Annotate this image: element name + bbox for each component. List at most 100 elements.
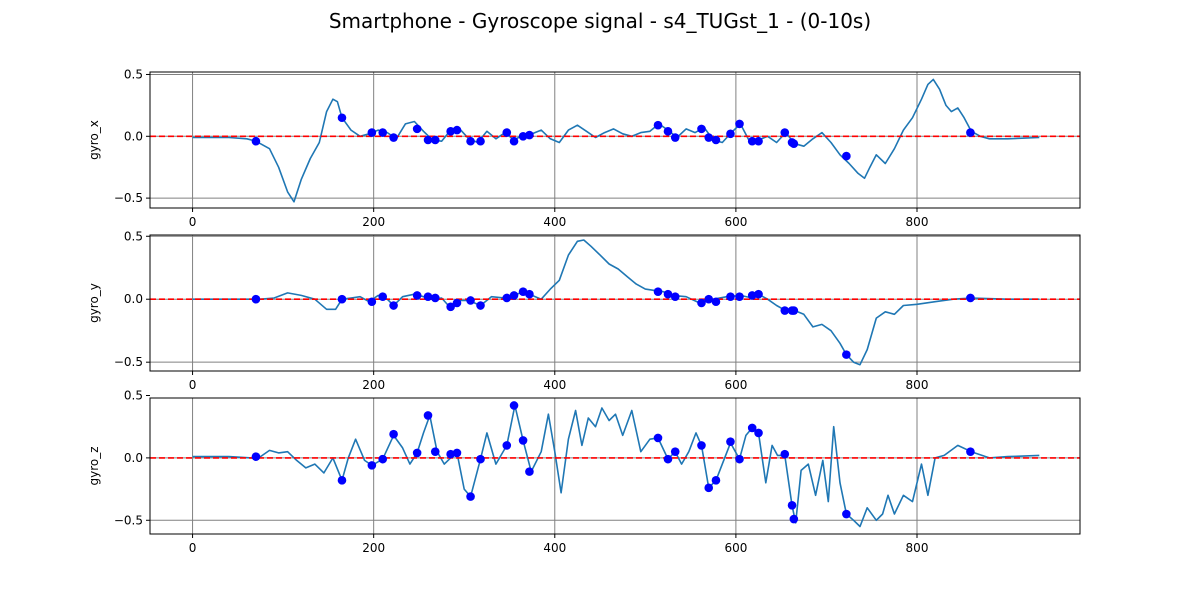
event-marker (367, 461, 377, 470)
event-marker (502, 441, 512, 450)
event-marker (653, 120, 663, 130)
event-marker (476, 136, 485, 146)
axes-frame (149, 234, 1081, 372)
event-marker (389, 429, 398, 439)
event-marker (466, 136, 475, 146)
x-tick-label: 200 (362, 541, 385, 555)
x-tick-label: 0 (189, 215, 197, 229)
event-marker (430, 447, 440, 456)
event-marker (430, 135, 440, 145)
event-marker (754, 289, 763, 299)
event-marker (789, 514, 799, 524)
x-tick-label: 200 (362, 215, 385, 229)
event-marker (842, 151, 851, 161)
event-marker (389, 133, 398, 142)
event-marker (780, 128, 790, 137)
event-marker (780, 449, 790, 459)
event-marker (842, 350, 851, 359)
gyro_y-subplot: 0 200 400 600 800 −0.5 0.0 0.5 gyro_y (87, 229, 1081, 392)
event-marker (787, 501, 797, 510)
x-tick-label: 0 (189, 541, 197, 555)
y-tick-label: −0.5 (114, 191, 143, 205)
event-marker (423, 135, 433, 145)
x-tick-label: 400 (543, 215, 566, 229)
event-marker (726, 129, 735, 139)
event-marker (704, 483, 714, 493)
event-marker (251, 452, 261, 461)
event-marker (337, 476, 347, 485)
x-tick-label: 600 (724, 541, 747, 555)
event-marker (452, 125, 462, 135)
x-tick-label: 800 (906, 541, 929, 555)
y-axis-label: gyro_x (87, 120, 101, 160)
event-marker (747, 423, 757, 433)
event-marker (653, 287, 663, 296)
event-marker (726, 292, 735, 302)
event-marker (966, 128, 975, 137)
x-tick-label: 400 (543, 541, 566, 555)
x-tick-label: 0 (189, 378, 197, 392)
event-marker (502, 128, 512, 137)
event-marker (842, 509, 851, 519)
event-marker (697, 124, 706, 134)
y-tick-label: 0.5 (124, 67, 143, 81)
event-marker (337, 113, 347, 123)
event-marker (518, 436, 528, 445)
x-tick-label: 600 (724, 378, 747, 392)
gyro_z-signal-line (192, 404, 1040, 528)
event-marker (525, 467, 534, 476)
y-tick-label: 0.0 (124, 451, 143, 465)
event-marker (697, 441, 706, 450)
event-marker (412, 448, 422, 458)
event-marker (726, 437, 735, 446)
event-marker (251, 294, 261, 304)
event-marker (966, 447, 975, 456)
event-marker (251, 136, 261, 146)
event-marker (670, 133, 680, 142)
event-marker (337, 294, 347, 304)
event-marker (670, 292, 680, 302)
axes-frame (149, 397, 1081, 535)
event-marker (704, 133, 714, 142)
figure-title: Smartphone - Gyroscope signal - s4_TUGst… (329, 9, 871, 33)
event-marker (412, 124, 422, 134)
event-marker (509, 401, 519, 410)
y-tick-label: 0.0 (124, 292, 143, 306)
event-marker (452, 448, 462, 458)
event-marker (711, 297, 721, 307)
event-marker (697, 298, 706, 308)
event-marker (711, 476, 721, 485)
event-marker (966, 293, 975, 303)
y-axis-label: gyro_z (87, 446, 101, 485)
event-marker (378, 292, 388, 302)
event-marker (789, 139, 799, 149)
x-tick-label: 800 (906, 215, 929, 229)
event-marker (466, 296, 475, 305)
gyro_x-signal-line (192, 78, 1040, 203)
event-marker (704, 294, 714, 304)
y-tick-label: 0.0 (124, 129, 143, 143)
event-marker (509, 291, 519, 300)
event-marker (747, 136, 757, 146)
event-marker (367, 297, 377, 307)
event-marker (754, 428, 763, 438)
x-tick-label: 200 (362, 378, 385, 392)
x-tick-label: 600 (724, 215, 747, 229)
gyro_z-subplot: 0 200 400 600 800 −0.5 0.0 0.5 gyro_z (87, 389, 1081, 555)
event-marker (412, 291, 422, 300)
x-tick-label: 400 (543, 378, 566, 392)
event-marker (509, 136, 519, 146)
event-marker (653, 433, 663, 443)
gyro_y-signal-line (192, 239, 1040, 366)
event-marker (735, 292, 744, 302)
event-marker (663, 289, 673, 299)
event-marker (446, 302, 455, 312)
event-marker (476, 454, 485, 464)
event-marker (735, 119, 744, 129)
event-marker (367, 128, 377, 137)
event-marker (525, 130, 534, 140)
y-tick-label: 0.5 (124, 229, 143, 243)
event-marker (389, 301, 398, 310)
event-marker (502, 293, 512, 303)
